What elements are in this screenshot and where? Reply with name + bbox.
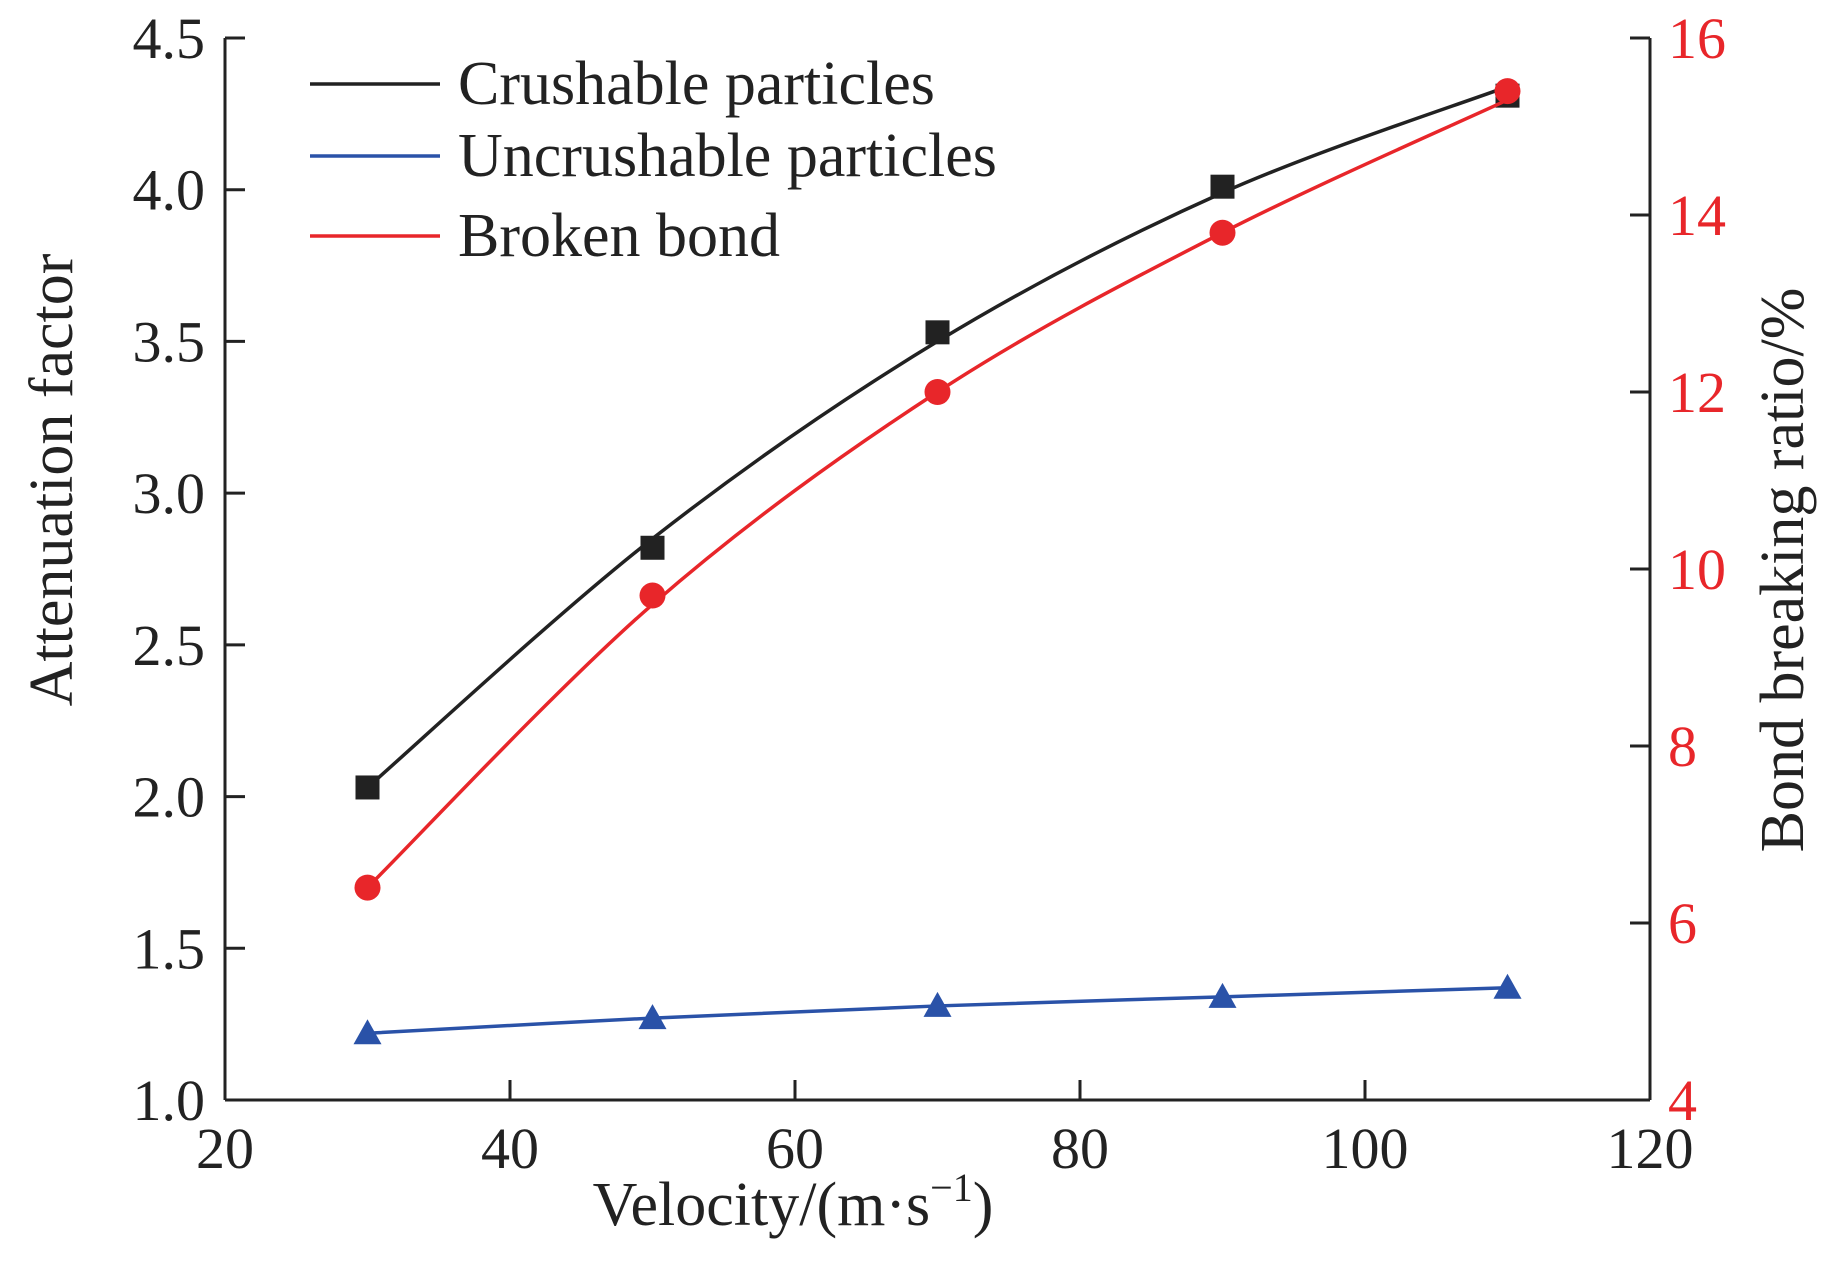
series-crushable-particles — [355, 83, 1520, 800]
y-axis-title: Attenuation factor — [18, 253, 86, 706]
data-point-circle — [1209, 219, 1236, 246]
data-point-triangle — [638, 1004, 667, 1030]
x-tick-label: 60 — [766, 1116, 824, 1181]
series-broken-bond — [354, 78, 1521, 901]
data-point-square — [640, 535, 665, 560]
y2-tick-label: 14 — [1668, 183, 1726, 248]
data-point-triangle — [923, 991, 952, 1017]
data-point-square — [1210, 174, 1235, 199]
y-tick-label: 1.5 — [133, 916, 206, 981]
y2-axis-title: Bond breaking ratio/% — [1749, 288, 1817, 853]
data-point-circle — [924, 379, 951, 405]
data-point-circle — [1494, 78, 1521, 105]
axes: 20 40 60 80 100 120 1.0 1.5 2.0 2.5 3.0 3.5 4.0 4.5 4 6… — [133, 6, 1727, 1181]
x-axis-title: Velocity/(m·s−1) — [593, 1165, 994, 1239]
data-point-square — [925, 320, 950, 345]
data-point-square — [355, 775, 380, 800]
x-tick-label: 100 — [1322, 1116, 1409, 1181]
legend-label: Crushable particles — [458, 50, 935, 118]
y-tick-label: 2.0 — [133, 765, 206, 830]
data-point-triangle — [1208, 982, 1237, 1008]
legend-label: Broken bond — [458, 202, 780, 270]
y2-tick-label: 8 — [1668, 714, 1697, 779]
legend-label: Uncrushable particles — [458, 122, 997, 190]
y-tick-label: 4.5 — [133, 6, 206, 71]
series-uncrushable-particles — [353, 973, 1522, 1045]
x-tick-label: 40 — [481, 1116, 539, 1181]
y2-tick-label: 12 — [1668, 360, 1726, 425]
x-tick-label: 120 — [1607, 1116, 1694, 1181]
y2-tick-label: 4 — [1668, 1068, 1697, 1133]
series-layer — [353, 78, 1522, 1045]
data-point-circle — [354, 874, 381, 901]
y2-tick-label: 10 — [1668, 537, 1726, 602]
y-tick-label: 3.0 — [133, 461, 206, 526]
data-point-circle — [639, 582, 666, 609]
y2-tick-label: 16 — [1668, 6, 1726, 71]
data-point-triangle — [353, 1019, 382, 1045]
y-tick-label: 4.0 — [133, 158, 206, 223]
series-line-crushable-particles — [366, 84, 1509, 789]
y2-tick-label: 6 — [1668, 891, 1697, 956]
y-tick-label: 1.0 — [133, 1068, 206, 1133]
y-tick-label: 2.5 — [133, 613, 206, 678]
y-tick-label: 3.5 — [133, 309, 206, 374]
x-tick-label: 80 — [1051, 1116, 1109, 1181]
x-tick-label: 20 — [196, 1116, 254, 1181]
data-point-triangle — [1493, 973, 1522, 999]
